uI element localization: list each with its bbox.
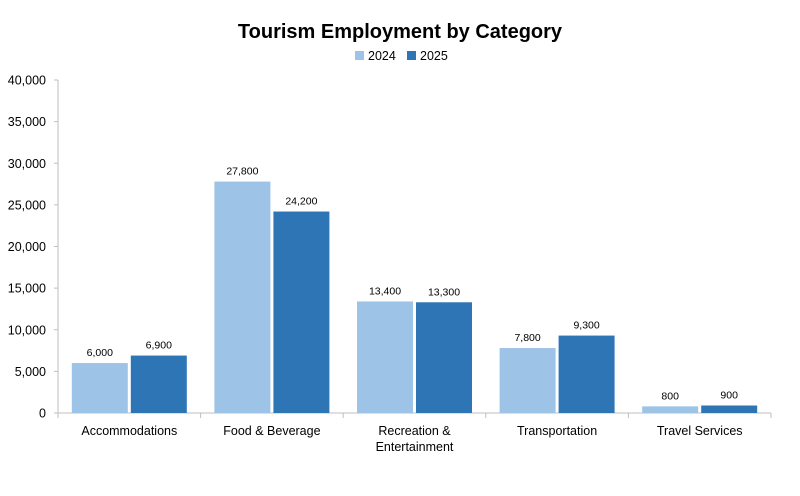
data-label: 27,800 — [226, 166, 258, 178]
bar-2024 — [214, 181, 271, 413]
y-tick-label: 10,000 — [8, 323, 46, 337]
data-label: 13,400 — [369, 285, 401, 297]
bar-2025 — [701, 405, 758, 413]
y-tick-label: 0 — [39, 407, 46, 421]
data-labels: 6,000 6,900 27,800 24,200 13,400 13,300 7,800 9… — [87, 166, 738, 403]
bar-2025 — [130, 355, 187, 413]
legend-label: 2025 — [420, 49, 448, 63]
y-tick-label: 20,000 — [8, 240, 46, 254]
chart-title: Tourism Employment by Category — [238, 21, 563, 43]
x-category-label: Accommodations — [81, 424, 177, 438]
y-tick-label: 35,000 — [8, 115, 46, 129]
data-label: 900 — [720, 390, 738, 402]
y-tick-label: 5,000 — [15, 365, 46, 379]
data-label: 800 — [661, 390, 679, 402]
bar-2024 — [642, 406, 699, 413]
legend: 2024 2025 — [355, 49, 448, 63]
x-category-label: Travel Services — [657, 424, 743, 438]
data-label: 13,300 — [428, 286, 460, 298]
data-label: 9,300 — [573, 320, 599, 332]
bar-2025 — [558, 335, 615, 413]
legend-swatch-2024 — [355, 51, 364, 60]
bars — [71, 181, 758, 413]
legend-swatch-2025 — [407, 51, 416, 60]
bar-2024 — [357, 301, 413, 413]
x-category-label: Transportation — [517, 424, 597, 438]
legend-label: 2024 — [368, 49, 396, 63]
data-label: 24,200 — [285, 196, 317, 208]
y-tick-label: 40,000 — [8, 74, 46, 88]
y-tick-label: 25,000 — [8, 198, 46, 212]
bar-2025 — [416, 302, 472, 413]
data-label: 6,000 — [87, 347, 113, 359]
y-tick-label: 15,000 — [8, 282, 46, 296]
y-tick-label: 30,000 — [8, 157, 46, 171]
data-label: 7,800 — [514, 332, 540, 344]
bar-2025 — [273, 211, 330, 413]
data-label: 6,900 — [146, 340, 172, 352]
x-category-label: Recreation & Entertainment — [376, 424, 454, 454]
axes: 0 5,000 10,000 15,000 20,000 25,000 30,000 35,0… — [8, 74, 772, 454]
bar-2024 — [499, 348, 556, 413]
bar-2024 — [71, 363, 128, 413]
x-category-label: Food & Beverage — [223, 424, 320, 438]
